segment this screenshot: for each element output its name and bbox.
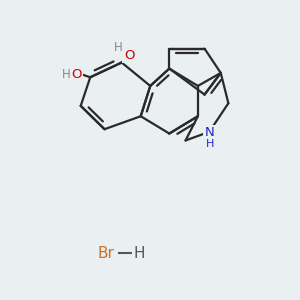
- Text: H: H: [134, 246, 146, 261]
- Text: H: H: [114, 41, 122, 54]
- Text: Br: Br: [98, 246, 114, 261]
- Text: O: O: [124, 49, 134, 62]
- Text: H: H: [62, 68, 71, 81]
- Text: H: H: [206, 139, 214, 148]
- Text: N: N: [204, 126, 214, 139]
- Text: O: O: [71, 68, 82, 81]
